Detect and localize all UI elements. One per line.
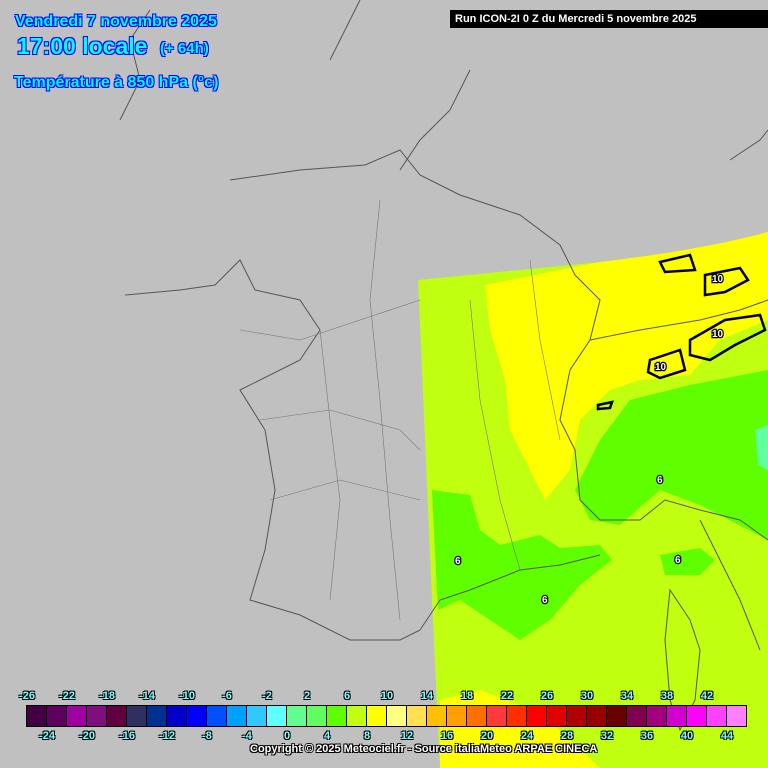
legend-swatch — [287, 706, 307, 726]
legend-label-top: -14 — [139, 690, 155, 702]
legend-swatch — [607, 706, 627, 726]
legend-label-bottom: -12 — [159, 730, 175, 742]
legend-label-bottom: 40 — [680, 730, 694, 742]
legend-label-top: 14 — [420, 690, 434, 702]
forecast-time: 17:00 locale — [17, 33, 148, 59]
legend-swatch — [507, 706, 527, 726]
legend-swatch — [107, 706, 127, 726]
legend-swatch — [407, 706, 427, 726]
legend-swatch — [227, 706, 247, 726]
cool-zone-south — [432, 490, 612, 640]
legend-swatch — [27, 706, 47, 726]
contour-label: 6 — [657, 475, 663, 486]
contour-label: 6 — [455, 556, 461, 567]
legend-label-top: 30 — [580, 690, 594, 702]
legend-swatch — [627, 706, 647, 726]
legend-label-top: 26 — [540, 690, 554, 702]
warm-zone-north — [485, 232, 768, 500]
legend-label-top: -18 — [99, 690, 115, 702]
legend-label-bottom: 32 — [600, 730, 614, 742]
legend-swatch — [347, 706, 367, 726]
legend-label-top: 38 — [660, 690, 674, 702]
legend-label-top: 2 — [303, 690, 311, 702]
legend-label-top: 42 — [700, 690, 714, 702]
legend-swatch — [587, 706, 607, 726]
legend-label-top: -26 — [19, 690, 35, 702]
legend-swatch — [447, 706, 467, 726]
legend-swatch — [167, 706, 187, 726]
cool-zone-corsica — [660, 548, 715, 575]
legend-label-top: -22 — [59, 690, 75, 702]
legend-label-bottom: 16 — [440, 730, 454, 742]
legend-label-bottom: -24 — [39, 730, 55, 742]
cool-zone-east — [575, 370, 768, 540]
legend-swatch — [307, 706, 327, 726]
legend-label-bottom: -8 — [202, 730, 212, 742]
legend-label-top: 22 — [500, 690, 514, 702]
legend-swatch — [647, 706, 667, 726]
legend-label-bottom: -16 — [119, 730, 135, 742]
coolest-zone — [755, 425, 768, 470]
region-borders — [239, 199, 561, 621]
legend-label-top: 34 — [620, 690, 634, 702]
legend-swatch — [47, 706, 67, 726]
legend-label-bottom: 28 — [560, 730, 574, 742]
legend-swatch — [267, 706, 287, 726]
run-info-banner: Run ICON-2I 0 Z du Mercredi 5 novembre 2… — [450, 10, 768, 28]
contour-label: 10 — [712, 274, 724, 285]
copyright: Copyright © 2025 Meteociel.fr - Source i… — [250, 743, 598, 755]
legend-swatch — [387, 706, 407, 726]
legend-label-top: 10 — [380, 690, 394, 702]
legend-label-top: 18 — [460, 690, 474, 702]
legend-swatch — [467, 706, 487, 726]
legend-label-top: -6 — [222, 690, 232, 702]
legend-label-bottom: 8 — [363, 730, 371, 742]
legend-swatch — [187, 706, 207, 726]
legend-swatch — [707, 706, 727, 726]
legend-swatch — [367, 706, 387, 726]
legend-label-bottom: 12 — [400, 730, 414, 742]
legend-swatch — [727, 706, 746, 726]
legend-label-bottom: 36 — [640, 730, 654, 742]
legend-label-bottom: 0 — [283, 730, 291, 742]
contour-label: 6 — [675, 555, 681, 566]
coastlines-borders — [119, 0, 768, 732]
color-legend — [26, 705, 747, 727]
legend-label-bottom: -4 — [242, 730, 252, 742]
legend-swatch — [147, 706, 167, 726]
contour-label: 6 — [542, 595, 548, 606]
contour-label: 10 — [655, 362, 667, 373]
legend-label-top: -10 — [179, 690, 195, 702]
legend-label-bottom: 4 — [323, 730, 331, 742]
parameter-title: Température à 850 hPa (°c) — [14, 74, 219, 91]
legend-label-top: 6 — [343, 690, 351, 702]
forecast-date: Vendredi 7 novembre 2025 — [15, 13, 217, 30]
legend-swatch — [527, 706, 547, 726]
legend-swatch — [427, 706, 447, 726]
legend-swatch — [687, 706, 707, 726]
legend-label-top: -2 — [262, 690, 272, 702]
legend-label-bottom: 44 — [720, 730, 734, 742]
legend-swatch — [67, 706, 87, 726]
lead-time: (+ 64h) — [160, 40, 209, 57]
legend-swatch — [667, 706, 687, 726]
legend-label-bottom: -20 — [79, 730, 95, 742]
legend-label-bottom: 24 — [520, 730, 534, 742]
legend-swatch — [127, 706, 147, 726]
legend-swatch — [327, 706, 347, 726]
legend-swatch — [547, 706, 567, 726]
legend-swatch — [247, 706, 267, 726]
contour-10 — [596, 253, 767, 411]
legend-swatch — [87, 706, 107, 726]
contour-label: 10 — [712, 329, 724, 340]
legend-swatch — [207, 706, 227, 726]
legend-swatch — [487, 706, 507, 726]
legend-label-bottom: 20 — [480, 730, 494, 742]
legend-swatch — [567, 706, 587, 726]
